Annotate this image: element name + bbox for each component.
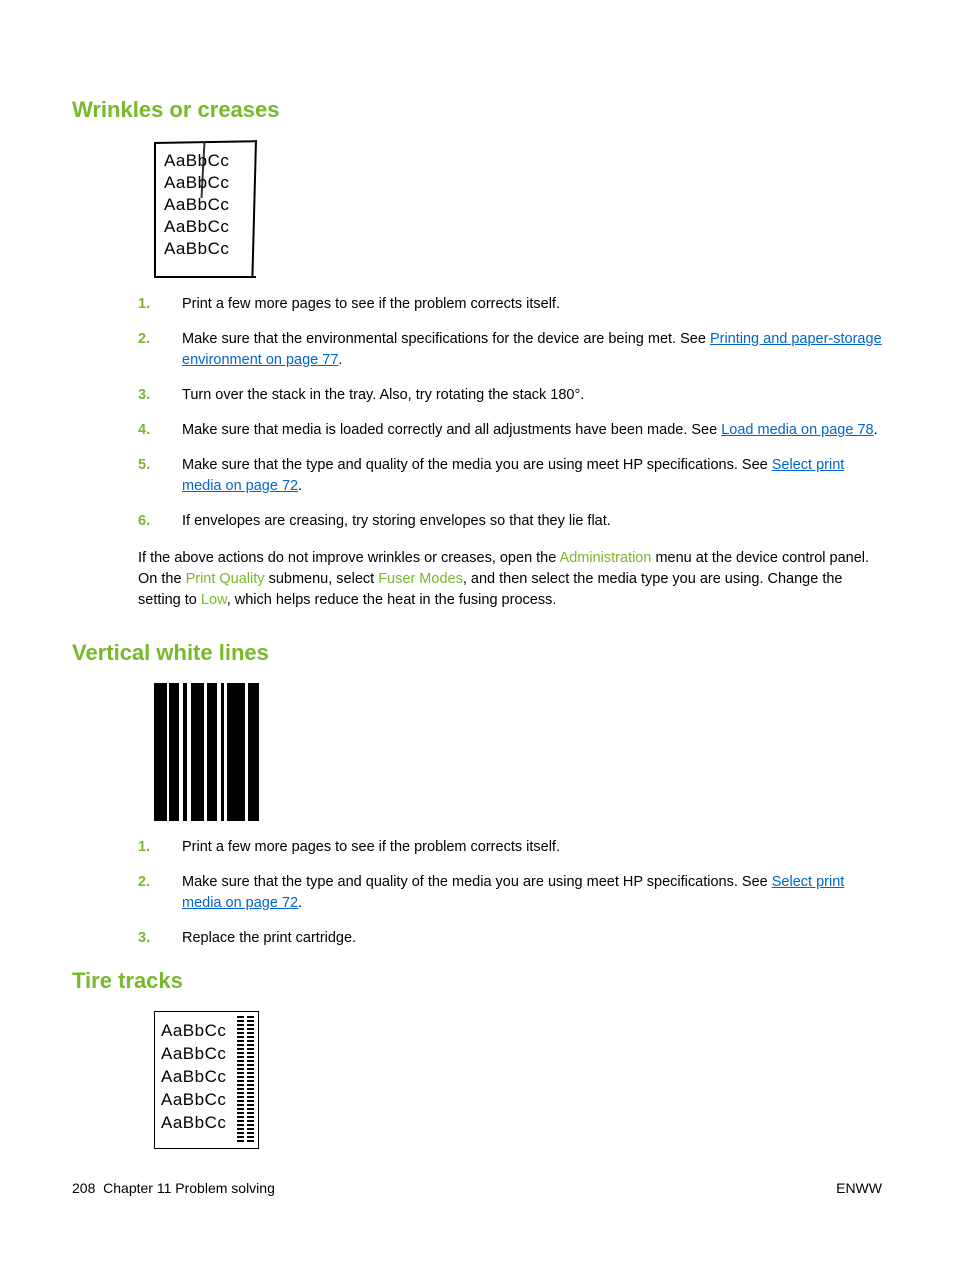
wrinkle-sample-box: AaBbCc AaBbCc AaBbCc AaBbCc AaBbCc: [154, 140, 256, 278]
tire-sample-box: AaBbCc AaBbCc AaBbCc AaBbCc AaBbCc: [154, 1011, 259, 1149]
steps-wrinkles: Print a few more pages to see if the pro…: [138, 294, 882, 532]
figure-vertical-lines: [154, 683, 882, 821]
menu-fuser-modes: Fuser Modes: [378, 571, 463, 587]
list-item: Turn over the stack in the tray. Also, t…: [182, 385, 882, 406]
setting-low: Low: [201, 592, 227, 608]
list-item: Replace the print cartridge.: [182, 928, 882, 949]
list-item: If envelopes are creasing, try storing e…: [182, 511, 882, 532]
list-item: Make sure that the type and quality of t…: [182, 872, 882, 914]
footer-left: 208 Chapter 11 Problem solving: [72, 1178, 275, 1198]
steps-vertical-lines: Print a few more pages to see if the pro…: [138, 837, 882, 949]
link-load-media[interactable]: Load media on page 78: [721, 422, 873, 438]
vlines-sample-box: [154, 683, 259, 821]
after-note-wrinkles: If the above actions do not improve wrin…: [138, 548, 882, 611]
sample-text: AaBbCc AaBbCc AaBbCc AaBbCc AaBbCc: [164, 150, 229, 260]
list-item: Make sure that the type and quality of t…: [182, 455, 882, 497]
figure-tire-tracks: AaBbCc AaBbCc AaBbCc AaBbCc AaBbCc: [154, 1011, 882, 1149]
heading-vertical-lines: Vertical white lines: [72, 637, 882, 669]
heading-tire-tracks: Tire tracks: [72, 965, 882, 997]
footer-right: ENWW: [836, 1178, 882, 1198]
heading-wrinkles: Wrinkles or creases: [72, 94, 882, 126]
page-footer: 208 Chapter 11 Problem solving ENWW: [72, 1178, 882, 1198]
list-item: Print a few more pages to see if the pro…: [182, 294, 882, 315]
page: Wrinkles or creases AaBbCc AaBbCc AaBbCc…: [0, 0, 954, 1270]
menu-print-quality: Print Quality: [186, 571, 265, 587]
figure-wrinkles: AaBbCc AaBbCc AaBbCc AaBbCc AaBbCc: [154, 140, 882, 278]
list-item: Print a few more pages to see if the pro…: [182, 837, 882, 858]
sample-text: AaBbCc AaBbCc AaBbCc AaBbCc AaBbCc: [161, 1020, 226, 1135]
list-item: Make sure that media is loaded correctly…: [182, 420, 882, 441]
menu-administration: Administration: [560, 550, 652, 566]
list-item: Make sure that the environmental specifi…: [182, 329, 882, 371]
